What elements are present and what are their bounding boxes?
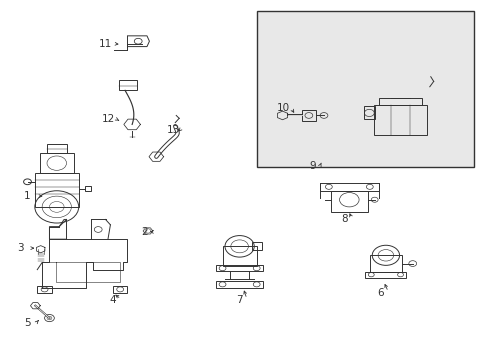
Text: 12: 12 [101, 114, 114, 124]
Bar [320, 183, 378, 191]
Bar [216, 281, 263, 288]
Bar [85, 186, 91, 192]
Text: 10: 10 [276, 103, 289, 113]
Bar [113, 286, 127, 293]
Text: 6: 6 [377, 288, 384, 298]
Bar [369, 255, 401, 272]
Text: 8: 8 [341, 215, 347, 224]
Text: 2: 2 [141, 227, 147, 237]
Bar [378, 98, 422, 105]
Bar [365, 272, 406, 278]
Text: 3: 3 [17, 243, 23, 253]
Bar [251, 242, 261, 250]
Bar [256, 12, 473, 167]
Bar [330, 191, 367, 212]
Text: 7: 7 [236, 295, 243, 305]
Bar [37, 286, 52, 293]
Bar [373, 105, 427, 135]
Text: 4: 4 [109, 295, 116, 305]
Text: 9: 9 [309, 161, 315, 171]
Bar [302, 110, 315, 121]
Text: 13: 13 [167, 125, 180, 135]
Text: 1: 1 [24, 191, 31, 201]
Bar [222, 246, 256, 266]
Text: 11: 11 [99, 39, 112, 49]
Bar [119, 80, 137, 90]
Bar [40, 153, 74, 173]
Text: 5: 5 [24, 319, 31, 328]
Bar [47, 144, 66, 153]
Bar [216, 265, 263, 271]
Bar [363, 107, 374, 119]
Bar [35, 173, 79, 207]
